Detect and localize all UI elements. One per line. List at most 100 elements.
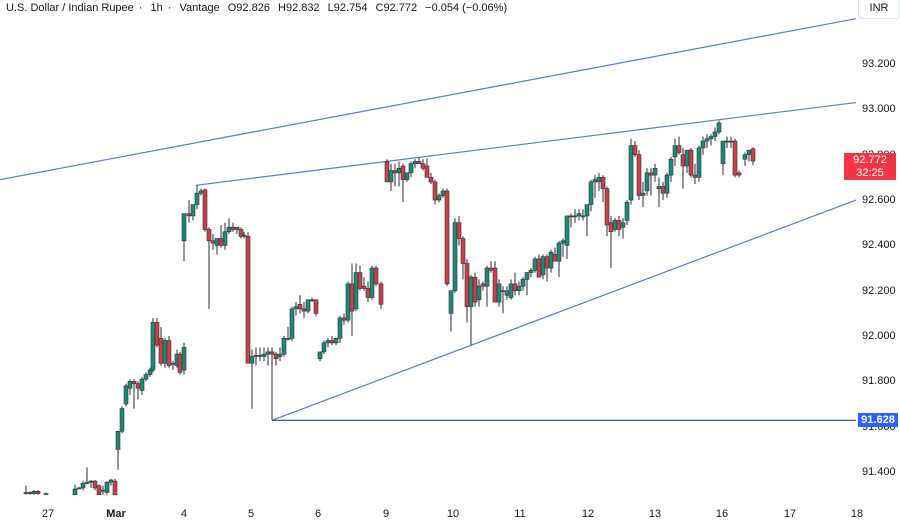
candle <box>580 209 586 221</box>
candle <box>572 209 578 223</box>
candle <box>202 188 208 232</box>
candle <box>100 485 106 495</box>
candle <box>648 168 654 196</box>
bar-countdown: 32:25 <box>856 167 884 179</box>
candle <box>305 299 311 314</box>
candle <box>512 272 518 296</box>
candle <box>532 256 538 273</box>
candle <box>198 188 204 196</box>
candle <box>226 218 232 235</box>
candle <box>181 342 187 375</box>
candle <box>724 136 730 148</box>
candle <box>616 215 622 237</box>
candle <box>265 347 271 366</box>
candle <box>632 141 638 157</box>
candle <box>624 200 630 225</box>
last-price-label: 92.772 32:25 <box>844 153 896 180</box>
candle <box>27 491 33 495</box>
currency-button[interactable]: INR <box>858 0 900 19</box>
candle <box>440 188 446 198</box>
support-level-label: 91.628 <box>858 413 898 427</box>
time-tick: 10 <box>446 508 460 520</box>
candle <box>357 265 363 291</box>
time-tick: 9 <box>382 508 390 520</box>
candle <box>652 163 658 182</box>
candle <box>660 181 666 201</box>
candle <box>496 279 502 307</box>
candle <box>408 161 414 178</box>
price-tick: 93.000 <box>862 103 896 116</box>
candle <box>528 268 534 278</box>
time-tick: 18 <box>850 508 864 520</box>
candle <box>708 134 714 146</box>
candle <box>206 227 212 309</box>
lower-channel-support-line[interactable] <box>271 199 857 421</box>
candle <box>604 186 610 237</box>
candle <box>222 222 228 250</box>
candle <box>317 351 323 361</box>
candle <box>700 136 706 155</box>
interval-label: 1h <box>150 2 163 14</box>
candle <box>436 193 442 203</box>
candle <box>536 254 542 278</box>
candle <box>608 215 614 269</box>
upper-channel-resistance-line[interactable] <box>195 101 857 186</box>
candle <box>544 254 550 282</box>
candle <box>349 263 355 337</box>
candle <box>119 406 125 434</box>
candle <box>628 138 634 205</box>
candle <box>640 181 646 207</box>
candle <box>35 490 41 495</box>
candle <box>333 338 339 346</box>
symbol-name[interactable]: U.S. Dollar / Indian Rupee <box>6 2 134 14</box>
price-tick: 92.400 <box>862 239 896 252</box>
candle <box>143 372 149 382</box>
candle <box>341 313 347 325</box>
candle <box>150 317 156 373</box>
candle <box>732 138 738 178</box>
candle <box>241 231 247 239</box>
candle <box>420 159 426 171</box>
candle <box>131 379 137 409</box>
upper-channel-outer-line[interactable] <box>0 18 857 181</box>
candle <box>520 277 526 291</box>
price-tick: 93.200 <box>862 58 896 70</box>
candle <box>516 281 522 296</box>
candle <box>696 145 702 182</box>
candle <box>720 140 726 176</box>
candle <box>181 213 187 262</box>
candle <box>72 484 78 496</box>
candle <box>704 134 710 148</box>
time-tick: 6 <box>314 508 322 520</box>
candle <box>234 226 240 235</box>
candle <box>108 478 114 486</box>
candle <box>404 172 410 182</box>
candle <box>214 238 220 255</box>
candle <box>588 179 594 212</box>
candle <box>361 277 367 291</box>
candle <box>444 188 450 287</box>
candle <box>313 299 319 316</box>
candle <box>668 156 674 182</box>
candle <box>345 281 351 323</box>
candle <box>388 163 394 191</box>
candle <box>257 347 263 361</box>
candle <box>230 222 236 232</box>
time-tick: 11 <box>514 508 526 520</box>
price-tick: 92.600 <box>862 194 896 207</box>
candle <box>170 360 176 371</box>
candle <box>432 179 438 205</box>
close-value: C92.772 <box>375 2 418 14</box>
candle <box>468 274 474 346</box>
candle <box>23 485 29 495</box>
candle <box>612 218 618 232</box>
candle <box>369 265 375 300</box>
candle <box>576 209 582 221</box>
candle <box>540 254 546 280</box>
low-value: L92.754 <box>327 2 368 14</box>
time-tick: 5 <box>247 508 255 520</box>
candle <box>684 149 690 173</box>
candle <box>448 290 454 332</box>
candle <box>289 306 295 341</box>
